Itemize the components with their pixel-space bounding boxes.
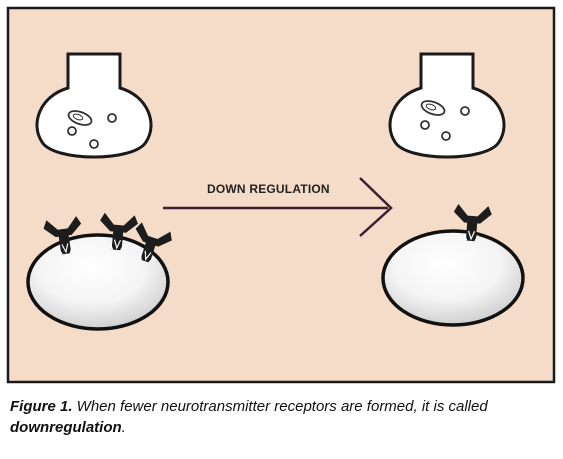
vesicles-after: [420, 100, 470, 141]
caption-emphasis: downregulation: [10, 419, 122, 436]
postsynaptic-cell-before: [26, 233, 170, 331]
arrow-label: DOWN REGULATION: [207, 182, 330, 196]
figure-caption: Figure 1. When fewer neurotransmitter re…: [10, 396, 555, 438]
vesicles-before: [67, 110, 117, 149]
presynaptic-terminal-before: [35, 52, 153, 159]
figure-panel: DOWN REGULATION: [6, 6, 556, 384]
downregulation-arrow: [163, 177, 393, 237]
downregulation-diagram: DOWN REGULATION: [6, 6, 556, 384]
figure-label: Figure 1.: [10, 398, 73, 415]
caption-text-part1: When fewer neurotransmitter receptors ar…: [72, 398, 488, 415]
postsynaptic-cell-after: [381, 229, 525, 327]
caption-text-part2: .: [121, 419, 126, 436]
presynaptic-terminal-after: [388, 52, 506, 159]
